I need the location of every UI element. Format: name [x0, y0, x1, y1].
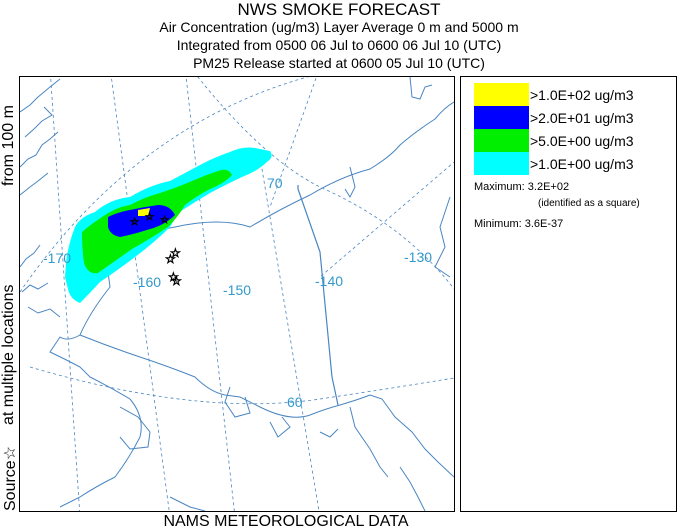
smoke-plume [65, 147, 272, 303]
lon-label: -150 [223, 282, 251, 298]
graticule [20, 77, 454, 511]
legend-swatch [474, 129, 529, 152]
legend-label: >2.0E+01 ug/m3 [530, 110, 634, 126]
side-label-height: from 100 m [0, 105, 17, 186]
source-star-icon: ☆ [160, 215, 169, 226]
legend-label: >1.0E+02 ug/m3 [530, 87, 634, 103]
legend-label: >5.0E+00 ug/m3 [530, 133, 634, 149]
source-star-icon: ☆ [145, 212, 154, 223]
map-canvas: ☆ ☆ ☆ ☆ ☆ ☆ ☆ -170 -160 -150 -140 -130 7… [20, 77, 454, 511]
source-star-icon: ☆ [165, 252, 176, 266]
source-star-icon: ☆ [170, 246, 181, 260]
legend-panel: >1.0E+02 ug/m3 >2.0E+01 ug/m3 >5.0E+00 u… [460, 76, 677, 512]
source-star-icon: ☆ [130, 217, 139, 228]
legend-swatch [474, 83, 529, 106]
concentration-subtitle: Air Concentration (ug/m3) Layer Average … [159, 19, 519, 35]
legend-swatch [474, 106, 529, 129]
legend-maximum-note: (identified as a square) [538, 198, 640, 209]
lon-label: -140 [315, 273, 343, 289]
side-label-locations: at multiple locations [0, 284, 17, 425]
integration-period: Integrated from 0500 06 Jul to 0600 06 J… [176, 37, 502, 53]
source-star-icon: ☆ [168, 270, 179, 284]
graticule-labels: -170 -160 -150 -140 -130 70 60 [43, 175, 432, 410]
lat-label: 70 [267, 175, 283, 191]
lon-label: -170 [43, 250, 71, 266]
lon-label: -130 [404, 249, 432, 265]
legend-maximum: Maximum: 3.2E+02 [474, 181, 570, 193]
coastline [20, 77, 454, 511]
us-canada-border [297, 185, 339, 406]
lon-label: -160 [133, 274, 161, 290]
legend-label: >1.0E+00 ug/m3 [530, 156, 634, 172]
source-markers: ☆ ☆ ☆ ☆ ☆ ☆ ☆ [130, 212, 183, 289]
side-label-source: Source☆ [2, 445, 19, 511]
source-star-icon: ☆ [171, 274, 182, 288]
smoke-map: ☆ ☆ ☆ ☆ ☆ ☆ ☆ -170 -160 -150 -140 -130 7… [19, 76, 455, 512]
release-start: PM25 Release started at 0600 05 Jul 10 (… [193, 55, 485, 71]
forecast-title: NWS SMOKE FORECAST [237, 0, 441, 19]
lat-label: 60 [287, 394, 303, 410]
data-source-footer: NAMS METEOROLOGICAL DATA [163, 513, 409, 530]
legend-swatch [474, 152, 529, 175]
legend-minimum: Minimum: 3.6E-37 [474, 218, 564, 230]
